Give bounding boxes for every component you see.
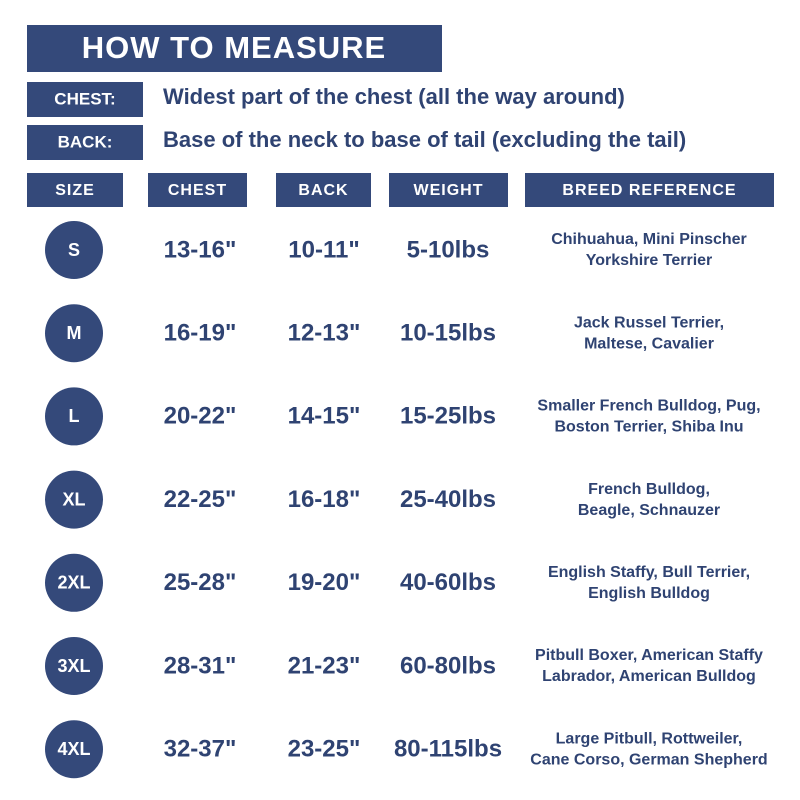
column-header: BREED REFERENCE — [562, 182, 736, 199]
cell: 25-40lbs — [400, 486, 496, 513]
cell: 13-16" — [164, 236, 237, 263]
breed-line: English Staffy, Bull Terrier, — [548, 564, 750, 581]
size-badge — [45, 387, 103, 446]
cell: 20-22" — [164, 403, 237, 430]
breed-line: French Bulldog, — [588, 481, 710, 498]
measure-label: CHEST: — [54, 89, 115, 108]
breed-line: Maltese, Cavalier — [584, 335, 714, 352]
breed-line: Smaller French Bulldog, Pug, — [537, 398, 760, 415]
measure-label-box — [27, 125, 143, 160]
size-badge — [45, 470, 103, 529]
column-header-box — [525, 173, 774, 207]
breed-line: Jack Russel Terrier, — [574, 314, 724, 331]
column-header-box — [148, 173, 247, 207]
column-header-box — [389, 173, 508, 207]
measure-label-box — [27, 82, 143, 117]
cell: 14-15" — [288, 403, 361, 430]
size: L — [69, 406, 80, 426]
measure-text: Widest part of the chest (all the way ar… — [163, 84, 625, 109]
cell: 16-18" — [288, 486, 361, 513]
size: M — [67, 323, 82, 343]
cell: 5-10lbs — [407, 236, 490, 263]
size: 3XL — [57, 656, 90, 676]
size-badge — [45, 221, 103, 279]
cell: 10-11" — [288, 236, 359, 263]
breed-line: Labrador, American Bulldog — [542, 668, 756, 685]
column-header: SIZE — [55, 182, 95, 199]
size: 2XL — [57, 573, 90, 593]
size: S — [68, 240, 80, 260]
size: XL — [62, 489, 85, 509]
size-badge — [45, 553, 103, 612]
size-badge — [45, 637, 103, 695]
cell: 60-80lbs — [400, 652, 496, 679]
cell: 22-25" — [164, 486, 237, 513]
breed-line: Yorkshire Terrier — [586, 252, 713, 269]
cell: 28-31" — [164, 652, 237, 679]
measure-label: BACK: — [58, 132, 113, 151]
breed-line: Cane Corso, German Shepherd — [530, 751, 767, 768]
cell: 40-60lbs — [400, 569, 496, 596]
cell: 12-13" — [288, 320, 361, 347]
column-header: BACK — [298, 182, 348, 199]
cell: 19-20" — [288, 569, 361, 596]
breed-line: Boston Terrier, Shiba Inu — [554, 419, 743, 436]
breed-line: Beagle, Schnauzer — [578, 502, 720, 519]
cell: 15-25lbs — [400, 403, 496, 430]
size-badge — [45, 720, 103, 779]
size-badge — [45, 304, 103, 363]
cell: 21-23" — [288, 652, 361, 679]
cell: 16-19" — [164, 320, 237, 347]
title-bar — [27, 25, 442, 72]
cell: 10-15lbs — [400, 320, 496, 347]
breed-line: Pitbull Boxer, American Staffy — [535, 647, 763, 664]
measure-text: Base of the neck to base of tail (exclud… — [163, 127, 686, 152]
column-header-box — [27, 173, 123, 207]
cell: 32-37" — [164, 736, 237, 763]
column-header: WEIGHT — [414, 182, 484, 199]
breed-line: Large Pitbull, Rottweiler, — [556, 730, 743, 747]
cell: 25-28" — [164, 569, 237, 596]
breed-line: English Bulldog — [588, 585, 710, 602]
cell: 23-25" — [288, 736, 361, 763]
title: HOW TO MEASURE — [82, 30, 387, 65]
size: 4XL — [57, 739, 90, 759]
column-header-box — [276, 173, 371, 207]
cell: 80-115lbs — [394, 736, 502, 763]
breed-line: Chihuahua, Mini Pinscher — [551, 231, 747, 248]
column-header: CHEST — [168, 182, 227, 199]
